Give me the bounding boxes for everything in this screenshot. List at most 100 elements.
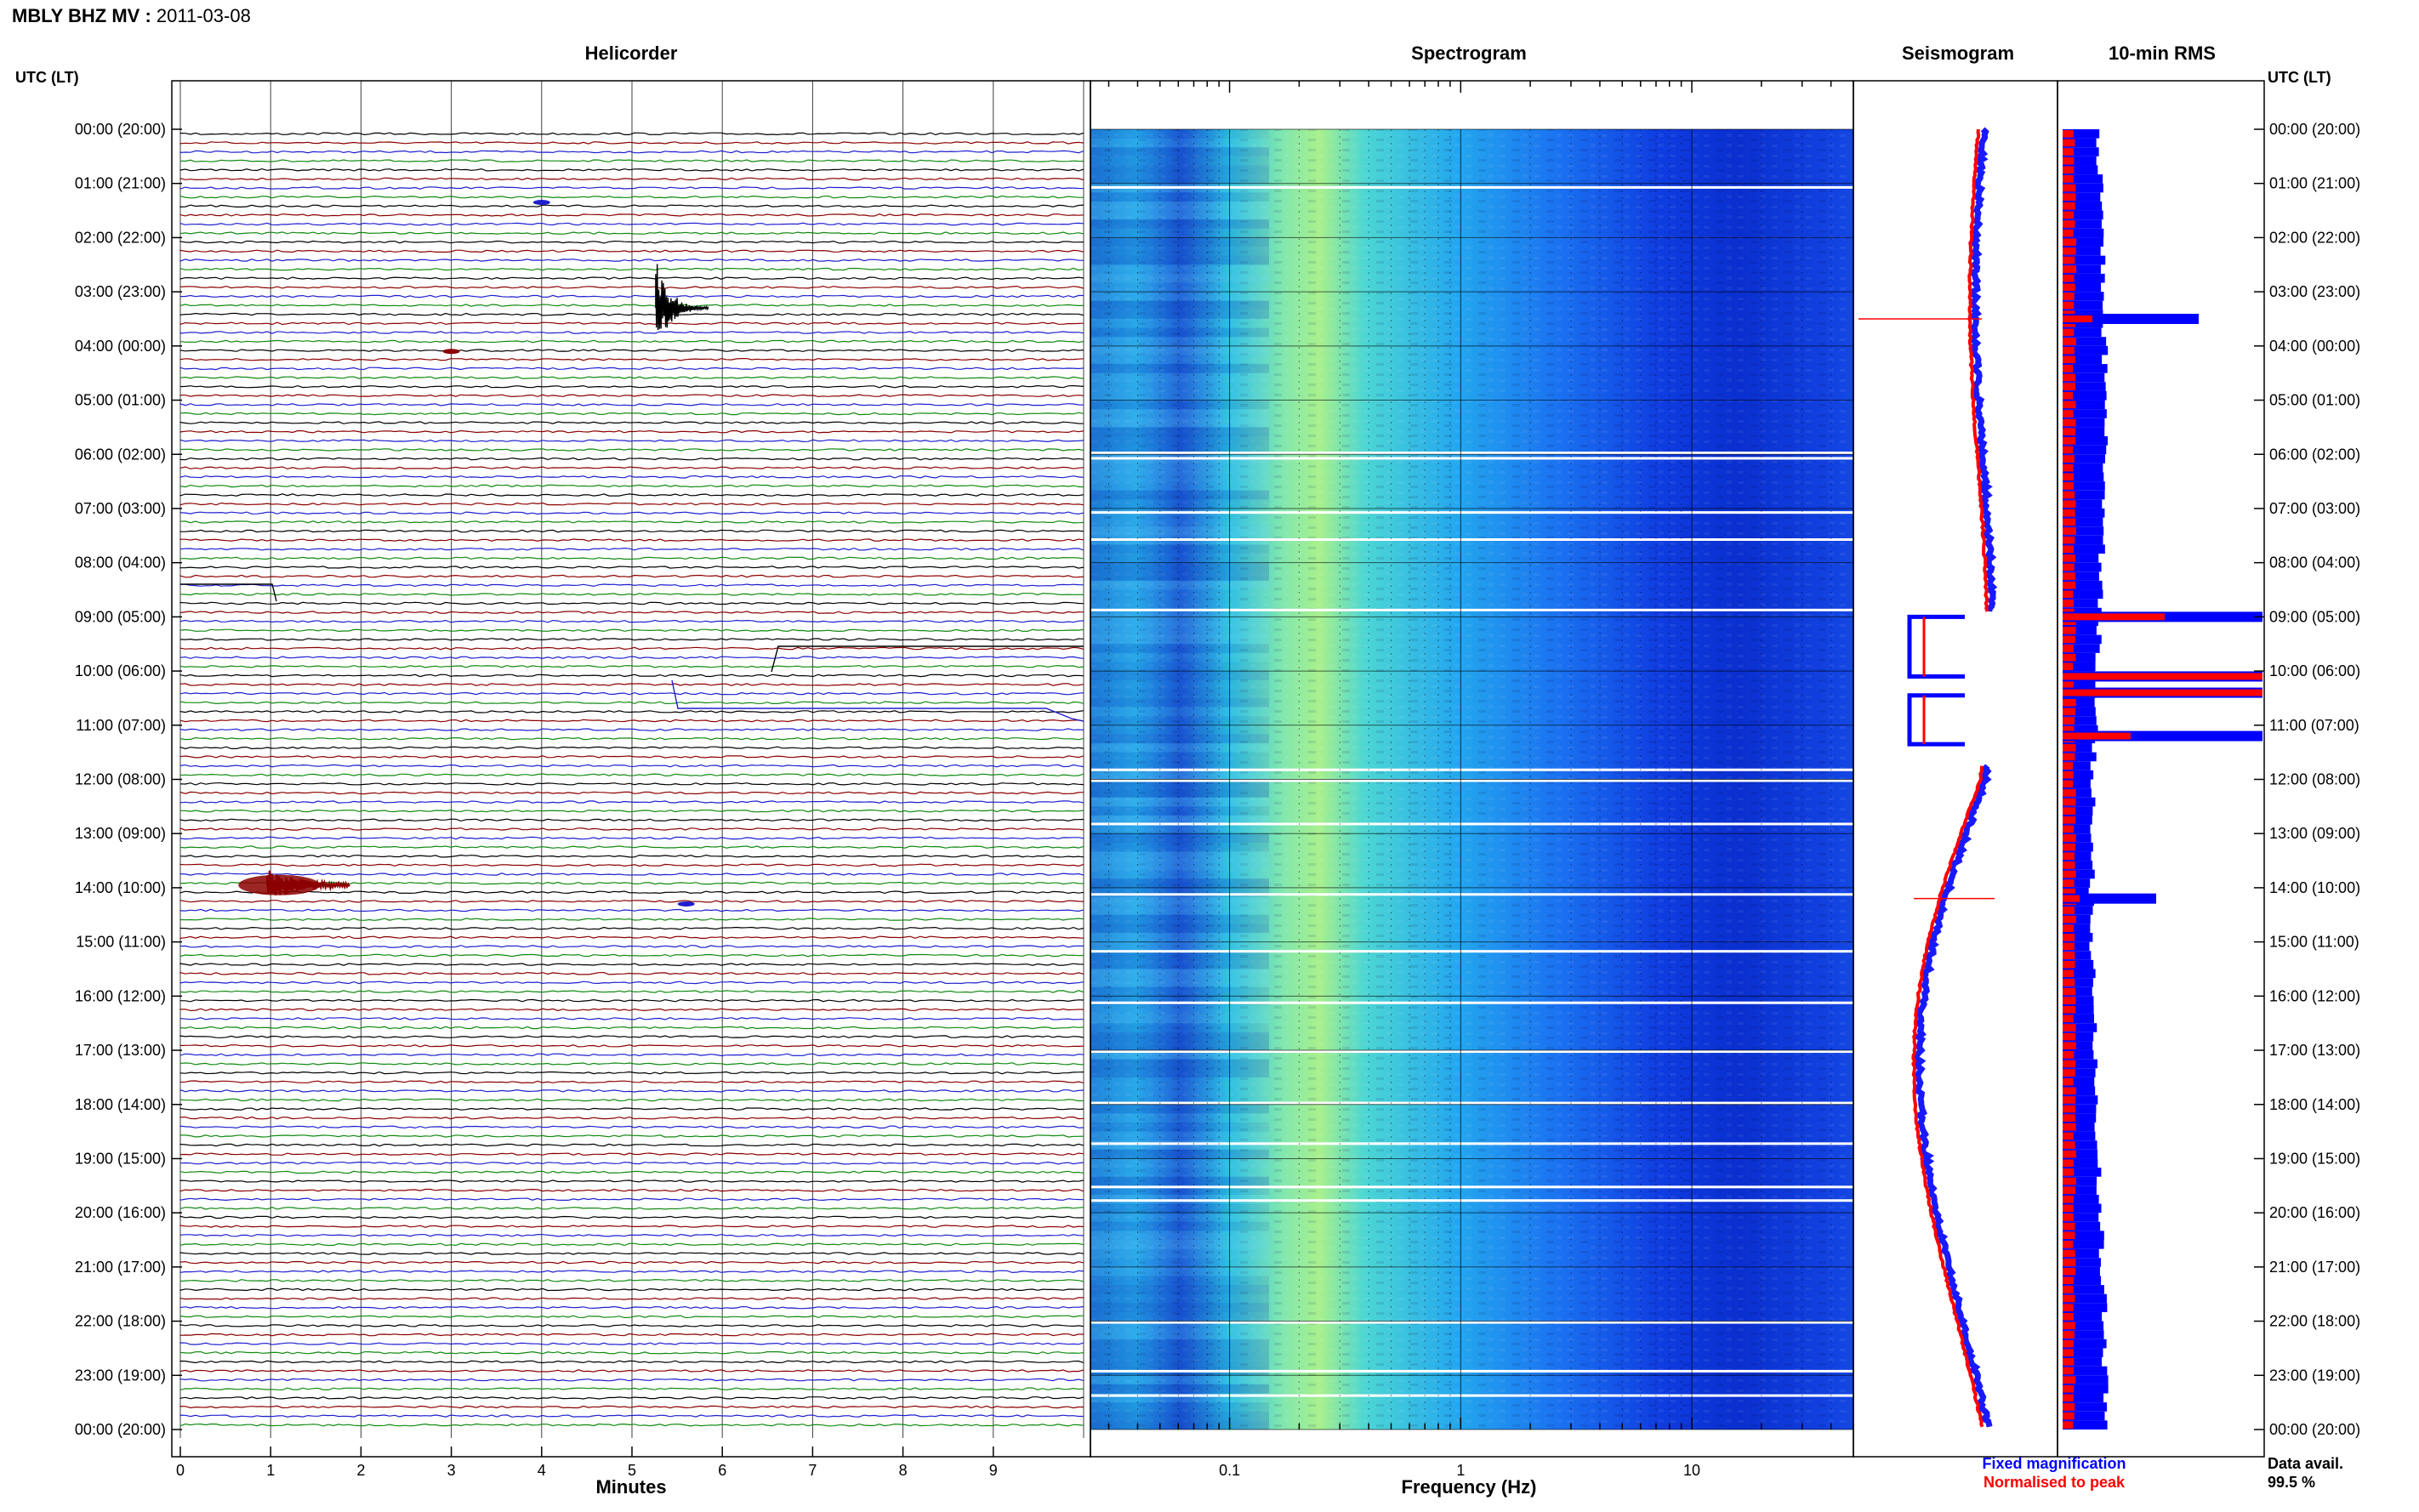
helicorder-trace	[179, 638, 1084, 641]
spectrogram-row-streak	[1090, 815, 1269, 825]
spectrogram-gap-line	[1090, 1050, 1853, 1054]
rms-bar-fixed	[2063, 1032, 2094, 1042]
rms-bar-fixed	[2063, 255, 2106, 265]
helicorder-step	[671, 679, 1084, 722]
helicorder-trace	[179, 998, 1084, 1003]
spectrogram-row-streak	[1090, 273, 1269, 283]
spectrogram-row-streak	[1090, 1357, 1269, 1367]
rms-bar-fixed	[2063, 1276, 2102, 1286]
helicorder-trace	[179, 321, 1084, 326]
rms-bar-fixed	[2063, 887, 2089, 897]
rms-bar-normalised	[2063, 626, 2076, 634]
rms-bar-fixed	[2063, 571, 2099, 581]
rms-bar-normalised	[2063, 554, 2075, 562]
time-label-left: 10:00 (06:00)	[75, 662, 166, 679]
rms-bar-fixed	[2063, 129, 2100, 139]
spectrogram-row-streak	[1090, 445, 1269, 455]
helicorder-trace	[179, 1342, 1084, 1345]
spectrogram-row-streak	[1090, 372, 1269, 383]
rms-bar-normalised	[2063, 1051, 2075, 1059]
spectrogram-row-streak	[1090, 770, 1269, 780]
rms-bar-normalised	[2063, 1114, 2075, 1122]
spectrogram-row-streak	[1090, 1420, 1269, 1430]
rms-bar-normalised	[2063, 463, 2074, 472]
rms-bar-fixed	[2063, 1023, 2097, 1032]
rms-bar-normalised	[2063, 536, 2075, 544]
helicorder-trace	[179, 367, 1084, 371]
helicorder-trace	[179, 782, 1084, 786]
helicorder-trace	[179, 168, 1084, 172]
spectrogram-row-streak	[1090, 138, 1269, 148]
time-label-right: 16:00 (12:00)	[2269, 987, 2360, 1004]
seismogram-trace-fixed	[1912, 127, 1998, 1428]
helicorder-trace	[179, 1305, 1084, 1310]
spectrogram-row-streak	[1090, 1122, 1269, 1132]
spectrogram-row-streak	[1090, 617, 1269, 626]
helicorder-trace	[179, 1333, 1084, 1337]
rms-bar-fixed	[2063, 1231, 2104, 1241]
time-label-right: 13:00 (09:00)	[2269, 825, 2360, 842]
spectrogram-row-streak	[1090, 986, 1269, 997]
rms-bar-normalised	[2063, 1222, 2075, 1231]
rms-bar-fixed	[2063, 969, 2096, 979]
spectrogram-gap-line	[1090, 768, 1853, 771]
rms-bar-normalised	[2063, 1339, 2074, 1348]
helicorder-trace	[179, 656, 1084, 660]
rms-bar-fixed	[2063, 1077, 2095, 1087]
helicorder-trace	[179, 475, 1084, 479]
rms-bar-fixed	[2063, 554, 2099, 563]
rms-spike-normalised	[2063, 613, 2165, 621]
rms-bar-normalised	[2063, 1060, 2076, 1068]
rms-bar-fixed	[2063, 634, 2102, 645]
helicorder-trace	[179, 935, 1084, 940]
rms-bar-fixed	[2063, 933, 2093, 942]
helicorder-trace	[179, 1270, 1084, 1274]
rms-bar-normalised	[2063, 220, 2075, 228]
panel-frame	[2057, 80, 2265, 1458]
rms-bar-normalised	[2063, 383, 2075, 390]
rms-bar-fixed	[2063, 625, 2097, 635]
time-label-right: 11:00 (07:00)	[2269, 717, 2359, 734]
helicorder-trace	[179, 1053, 1084, 1057]
helicorder-event	[655, 264, 709, 331]
spectrogram-row-streak	[1090, 996, 1269, 1005]
spectrogram-row-streak	[1090, 264, 1269, 274]
helicorder-trace	[179, 204, 1084, 208]
helicorder-trace	[179, 240, 1084, 244]
rms-bar-normalised	[2063, 653, 2076, 662]
spectrogram-row-streak	[1090, 463, 1269, 473]
helicorder-trace	[179, 331, 1084, 334]
spectrogram-row-streak	[1090, 625, 1269, 635]
rms-bar-normalised	[2063, 1367, 2075, 1375]
rms-bar-fixed	[2063, 499, 2103, 509]
rms-bar-fixed	[2063, 427, 2105, 437]
rms-bar-fixed	[2063, 1050, 2094, 1060]
rms-bar-normalised	[2063, 139, 2075, 147]
rms-bar-fixed	[2063, 472, 2104, 482]
rms-bar-normalised	[2063, 1331, 2075, 1339]
rms-title: 10-min RMS	[2109, 43, 2216, 64]
rms-bar-fixed	[2063, 1149, 2097, 1159]
rms-bar-normalised	[2063, 1286, 2074, 1293]
legend-fixed-magnification: Fixed magnification	[1982, 1455, 2126, 1472]
spectrogram-gap-line	[1090, 185, 1853, 189]
spectrogram-row-streak	[1090, 129, 1269, 139]
helicorder-trace	[179, 159, 1084, 162]
rms-bar-fixed	[2063, 1258, 2101, 1267]
helicorder-trace	[179, 294, 1084, 298]
rms-bar-fixed	[2063, 1158, 2098, 1168]
rms-bar-normalised	[2063, 725, 2075, 734]
time-label-right: 19:00 (15:00)	[2269, 1150, 2360, 1167]
helicorder-trace	[179, 953, 1084, 958]
rms-bar-fixed	[2063, 355, 2103, 365]
helicorder-trace	[179, 1215, 1084, 1219]
spectrogram-row-streak	[1090, 1041, 1269, 1051]
rms-bar-normalised	[2063, 1132, 2074, 1140]
spectrogram-gap-line	[1090, 1321, 1853, 1324]
helicorder-trace	[179, 439, 1084, 443]
rms-spike-fixed	[2063, 313, 2199, 324]
date-separator: :	[139, 5, 157, 26]
time-label-right: 21:00 (17:00)	[2269, 1259, 2360, 1276]
rms-bar-fixed	[2063, 959, 2094, 969]
rms-bar-fixed	[2063, 1303, 2108, 1312]
